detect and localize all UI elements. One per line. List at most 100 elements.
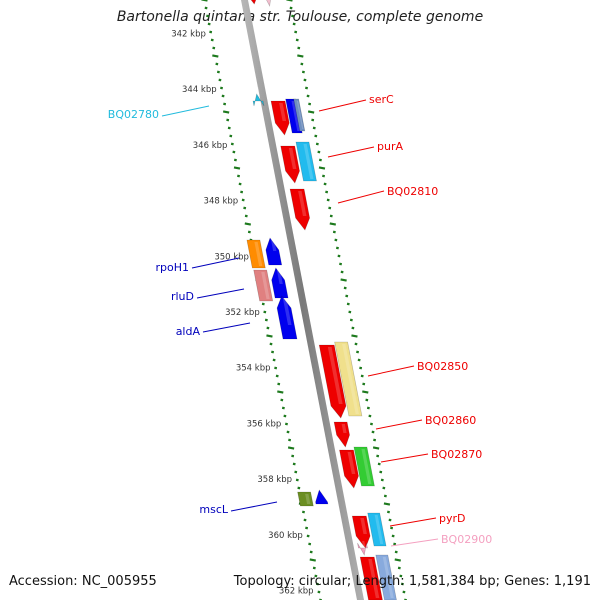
leader-line-purA xyxy=(327,146,375,158)
feature-top-red[interactable] xyxy=(245,0,259,5)
tick-dot xyxy=(277,390,284,394)
leader-line-BQ02870 xyxy=(380,453,429,463)
tick-label: 360 kbp xyxy=(268,531,303,541)
tick-dot xyxy=(351,334,358,338)
tick-dot xyxy=(222,110,230,114)
tick-dot xyxy=(318,166,326,170)
tick-dot xyxy=(286,0,293,2)
feature-bottom-red[interactable] xyxy=(359,556,383,600)
feature-pyrD-neighbor[interactable] xyxy=(367,512,387,547)
feature-serC-neighbor-light[interactable] xyxy=(293,98,306,132)
genome-stats: Topology: circular; Length: 1,581,384 bp… xyxy=(234,574,591,589)
tick-label: 362 kbp xyxy=(279,587,314,597)
feature-BQ02870-neighbor[interactable] xyxy=(353,446,375,487)
feature-rluD-neighbor[interactable] xyxy=(271,267,289,299)
tick-label: 350 kbp xyxy=(214,252,249,262)
tick-label: 354 kbp xyxy=(236,364,271,374)
tick-dot xyxy=(287,446,295,450)
tick-dots-right xyxy=(286,0,407,600)
tick-dot xyxy=(340,278,347,282)
tick-labels: 342 kbp 344 kbp 346 kbp 348 kbp 350 kbp 352 k… xyxy=(171,30,313,597)
feature-BQ02810[interactable] xyxy=(289,188,310,231)
leader-line-aldA xyxy=(202,322,251,333)
feature-bottom-blue[interactable] xyxy=(375,554,397,600)
leader-line-BQ02780 xyxy=(161,105,210,117)
tick-label: 358 kbp xyxy=(257,475,292,485)
gene-label-serC[interactable]: serC xyxy=(369,93,394,106)
tick-dot xyxy=(394,558,401,562)
tick-dot xyxy=(201,0,208,2)
tick-dot xyxy=(244,222,252,226)
map-title: Bartonella quintana str. Toulouse, compl… xyxy=(116,9,484,25)
feature-rpoH1-neighbor[interactable] xyxy=(265,237,283,266)
leader-line-BQ02810 xyxy=(337,190,385,204)
gene-label-aldA[interactable]: aldA xyxy=(176,325,201,338)
feature-BQ02870[interactable] xyxy=(339,449,359,489)
gene-labels: serC purA BQ02810 BQ02850 BQ02860 BQ0287… xyxy=(108,93,492,547)
feature-serC[interactable] xyxy=(270,100,290,136)
gene-label-pyrD[interactable]: pyrD xyxy=(439,512,466,525)
feature-top-pink[interactable] xyxy=(263,0,271,7)
tick-dot xyxy=(266,334,273,338)
length-label: Length: xyxy=(355,574,405,589)
gene-label-rluD[interactable]: rluD xyxy=(171,290,194,303)
gene-label-purA[interactable]: purA xyxy=(377,140,403,153)
tick-label: 348 kbp xyxy=(204,197,239,207)
gene-label-BQ02810[interactable]: BQ02810 xyxy=(387,185,438,198)
feature-rpoH1[interactable] xyxy=(246,239,266,269)
gene-label-rpoH1[interactable]: rpoH1 xyxy=(155,261,189,274)
tick-label: 356 kbp xyxy=(247,419,282,429)
gene-label-BQ02870[interactable]: BQ02870 xyxy=(431,448,482,461)
genes-value: 1,191 xyxy=(553,574,591,589)
feature-BQ02850[interactable] xyxy=(318,344,347,419)
gene-label-mscL[interactable]: mscL xyxy=(199,503,228,516)
feature-BQ02780[interactable] xyxy=(252,87,265,107)
leader-line-rpoH1 xyxy=(191,257,240,269)
genes-label: Genes: xyxy=(504,574,550,589)
length-value: 1,581,384 bp; xyxy=(408,574,501,589)
tick-label: 342 kbp xyxy=(171,30,206,40)
tick-label: 344 kbp xyxy=(182,85,217,95)
accession-label: Accession: xyxy=(9,574,78,589)
tick-dot xyxy=(362,390,369,394)
feature-pyrD[interactable] xyxy=(351,515,371,549)
feature-mscL-neighbor[interactable] xyxy=(315,489,329,505)
tick-dot xyxy=(297,54,304,58)
leader-line-pyrD xyxy=(389,517,437,527)
gene-label-BQ02850[interactable]: BQ02850 xyxy=(417,360,468,373)
accession-info: Accession: NC_005955 xyxy=(9,574,157,589)
tick-dot xyxy=(307,110,315,114)
leader-line-BQ02900 xyxy=(390,538,439,547)
tick-dot xyxy=(233,166,241,170)
tick-label: 352 kbp xyxy=(225,308,260,318)
tick-dot xyxy=(329,222,337,226)
feature-BQ02860[interactable] xyxy=(333,421,350,448)
genome-backbone xyxy=(241,0,364,600)
feature-BQ02850-neighbor[interactable] xyxy=(334,341,363,417)
feature-serC-neighbor[interactable] xyxy=(285,98,303,134)
tick-dot xyxy=(309,558,316,562)
tick-dot xyxy=(372,446,380,450)
tick-dot xyxy=(212,54,219,58)
gene-label-BQ02900[interactable]: BQ02900 xyxy=(441,533,492,546)
tick-label: 346 kbp xyxy=(193,141,228,151)
feature-mscL[interactable] xyxy=(297,491,314,507)
gene-label-BQ02860[interactable]: BQ02860 xyxy=(425,414,476,427)
leader-line-mscL xyxy=(230,501,278,512)
topology-label: Topology: xyxy=(233,574,295,589)
leader-line-BQ02850 xyxy=(367,365,415,377)
tick-dot xyxy=(383,502,391,506)
gene-features xyxy=(245,0,397,600)
accession-value: NC_005955 xyxy=(81,574,157,589)
feature-rluD[interactable] xyxy=(253,269,274,302)
feature-aldA[interactable] xyxy=(276,295,298,340)
feature-BQ02900[interactable] xyxy=(357,541,368,556)
feature-purA-neighbor[interactable] xyxy=(295,141,317,182)
topology-value: circular; xyxy=(298,574,352,589)
leader-line-rluD xyxy=(196,288,245,299)
feature-purA[interactable] xyxy=(280,145,300,184)
leader-line-BQ02860 xyxy=(375,419,423,430)
gene-label-BQ02780[interactable]: BQ02780 xyxy=(108,108,159,121)
